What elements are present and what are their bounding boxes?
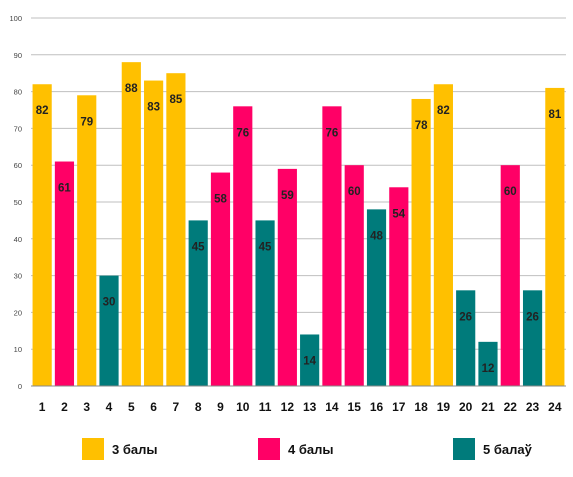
bar: [277, 168, 297, 386]
legend-item-5: 5 балаў: [453, 436, 532, 462]
y-tick-label: 80: [14, 88, 22, 97]
y-tick-label: 10: [14, 345, 22, 354]
x-tick-label: 23: [526, 400, 540, 414]
legend-item-4: 4 балы: [258, 436, 333, 462]
bar: [255, 220, 275, 386]
data-label: 82: [437, 105, 450, 117]
bar: [210, 172, 231, 386]
gridlines: [31, 17, 566, 350]
data-label: 60: [348, 186, 361, 198]
x-tick-label: 21: [481, 400, 495, 414]
x-tick-label: 7: [173, 400, 180, 414]
bar: [322, 106, 342, 386]
bar: [54, 161, 75, 386]
bar: [166, 73, 186, 386]
x-tick-label: 14: [325, 400, 339, 414]
data-label: 58: [214, 194, 227, 206]
x-tick-label: 6: [150, 400, 157, 414]
legend-label-4: 4 балы: [288, 441, 334, 457]
x-tick-label: 24: [548, 400, 562, 414]
x-tick-label: 12: [281, 400, 295, 414]
x-tick-label: 22: [504, 400, 518, 414]
legend-swatch-5: [453, 438, 475, 460]
x-tick-label: 13: [303, 400, 317, 414]
bar: [32, 84, 52, 387]
y-tick-label: 100: [9, 14, 22, 23]
data-label: 12: [482, 363, 495, 375]
data-label: 78: [415, 120, 428, 132]
data-label: 88: [125, 83, 138, 95]
x-tick-label: 15: [348, 400, 362, 414]
data-label: 59: [281, 190, 294, 202]
y-tick-label: 70: [14, 124, 22, 133]
y-tick-label: 30: [14, 272, 22, 281]
legend-label-5: 5 балаў: [483, 441, 532, 457]
x-tick-label: 1: [39, 400, 46, 414]
data-label: 30: [103, 297, 116, 309]
value-labels: 82 61 79 30 88 83 85 45 58 76 45 59 14 76 60 48 54 78 82 26…: [36, 83, 562, 375]
x-tick-label: 18: [414, 400, 428, 414]
x-tick-label: 11: [259, 400, 272, 414]
data-label: 79: [80, 116, 93, 128]
x-tick-label: 10: [236, 400, 250, 414]
legend-item-3: 3 балы: [82, 436, 157, 462]
data-label: 76: [236, 127, 249, 139]
y-tick-label: 0: [18, 382, 22, 391]
data-label: 54: [392, 208, 405, 220]
y-tick-label: 50: [14, 198, 22, 207]
bar: [433, 84, 453, 387]
bar: [411, 98, 431, 387]
data-label: 61: [58, 183, 71, 195]
bar: [366, 209, 387, 386]
data-label: 60: [504, 186, 517, 198]
x-tick-label: 9: [217, 400, 224, 414]
x-tick-label: 3: [83, 400, 90, 414]
bar: [233, 106, 253, 386]
bar: [188, 220, 208, 386]
data-label: 76: [326, 127, 339, 139]
y-tick-label: 90: [14, 51, 22, 60]
legend-swatch-4: [258, 438, 280, 460]
bar: [344, 165, 364, 386]
bar: [99, 275, 119, 386]
bars: [32, 62, 565, 387]
data-label: 83: [147, 102, 160, 114]
data-label: 14: [303, 355, 316, 367]
y-axis-ticks: 0 10 20 30 40 50 60 70 80 90 100: [9, 14, 22, 391]
y-tick-label: 60: [14, 161, 22, 170]
x-tick-label: 8: [195, 400, 202, 414]
data-label: 85: [169, 94, 182, 106]
bar: [144, 80, 164, 386]
data-label: 81: [548, 109, 561, 121]
x-tick-label: 4: [106, 400, 113, 414]
x-tick-label: 19: [437, 400, 451, 414]
data-label: 45: [259, 241, 272, 253]
data-label: 82: [36, 105, 49, 117]
bar: [456, 290, 476, 386]
data-label: 45: [192, 241, 205, 253]
bar: [478, 341, 498, 386]
legend-swatch-3: [82, 438, 104, 460]
x-axis-ticks: 1 2 3 4 5 6 7 8 9 10 11 12 13 14 15 16 17 18 19 20 21 22 23 24: [39, 400, 562, 414]
data-label: 26: [459, 311, 472, 323]
x-tick-label: 20: [459, 400, 473, 414]
bar: [121, 62, 141, 386]
y-tick-label: 20: [14, 308, 22, 317]
bar: [389, 187, 409, 386]
bar: [545, 87, 565, 387]
x-tick-label: 5: [128, 400, 135, 414]
bar: [500, 165, 520, 386]
bar: [77, 95, 97, 386]
x-tick-label: 16: [370, 400, 384, 414]
x-tick-label: 17: [392, 400, 406, 414]
bar: [522, 290, 543, 386]
y-tick-label: 40: [14, 235, 22, 244]
data-label: 26: [526, 311, 539, 323]
data-label: 48: [370, 230, 383, 242]
bar: [300, 334, 320, 386]
x-tick-label: 2: [61, 400, 68, 414]
legend-label-3: 3 балы: [112, 441, 158, 457]
